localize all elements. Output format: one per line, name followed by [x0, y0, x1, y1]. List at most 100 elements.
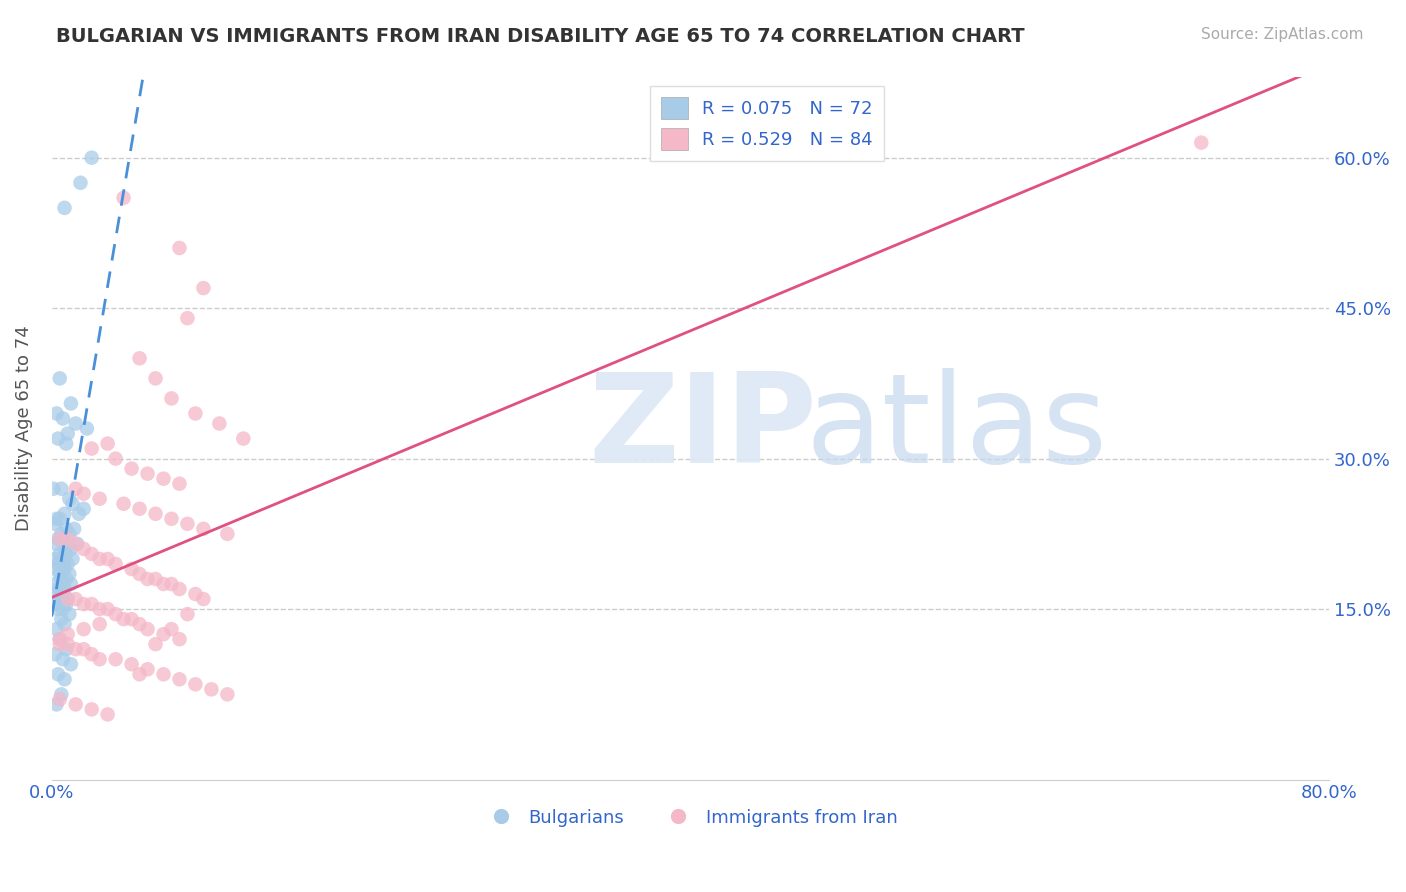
- Point: [48, 637, 70, 651]
- Point: [51, 572, 73, 586]
- Point: [58, 491, 80, 506]
- Point: [58, 526, 80, 541]
- Point: [59, 657, 82, 672]
- Point: [73, 487, 96, 501]
- Point: [44, 647, 66, 661]
- Point: [48, 592, 70, 607]
- Point: [53, 507, 76, 521]
- Point: [97, 602, 120, 616]
- Point: [80, 647, 103, 661]
- Point: [193, 281, 215, 295]
- Point: [80, 702, 103, 716]
- Point: [97, 436, 120, 450]
- Point: [145, 507, 167, 521]
- Point: [51, 526, 73, 541]
- Point: [69, 176, 91, 190]
- Point: [160, 512, 183, 526]
- Point: [65, 482, 87, 496]
- Point: [184, 677, 207, 691]
- Point: [55, 642, 77, 657]
- Point: [176, 311, 198, 326]
- Point: [59, 396, 82, 410]
- Point: [62, 497, 84, 511]
- Legend: Bulgarians, Immigrants from Iran: Bulgarians, Immigrants from Iran: [477, 801, 904, 834]
- Point: [128, 566, 150, 581]
- Point: [48, 632, 70, 647]
- Point: [121, 562, 143, 576]
- Point: [104, 451, 127, 466]
- Point: [52, 411, 75, 425]
- Point: [73, 597, 96, 611]
- Point: [56, 592, 79, 607]
- Point: [97, 707, 120, 722]
- Point: [65, 417, 87, 431]
- Point: [76, 421, 98, 435]
- Point: [45, 537, 67, 551]
- Point: [73, 541, 96, 556]
- Point: [104, 607, 127, 621]
- Point: [46, 602, 69, 616]
- Point: [112, 612, 135, 626]
- Point: [121, 612, 143, 626]
- Point: [45, 407, 67, 421]
- Text: ZIP: ZIP: [588, 368, 817, 489]
- Text: BULGARIAN VS IMMIGRANTS FROM IRAN DISABILITY AGE 65 TO 74 CORRELATION CHART: BULGARIAN VS IMMIGRANTS FROM IRAN DISABI…: [56, 27, 1025, 45]
- Point: [176, 516, 198, 531]
- Point: [42, 482, 65, 496]
- Point: [80, 151, 103, 165]
- Text: Source: ZipAtlas.com: Source: ZipAtlas.com: [1201, 27, 1364, 42]
- Point: [44, 597, 66, 611]
- Point: [65, 698, 87, 712]
- Point: [80, 442, 103, 456]
- Point: [52, 577, 75, 591]
- Point: [53, 582, 76, 596]
- Point: [136, 572, 159, 586]
- Point: [136, 662, 159, 676]
- Point: [217, 526, 239, 541]
- Point: [80, 597, 103, 611]
- Point: [169, 241, 191, 255]
- Point: [112, 497, 135, 511]
- Point: [104, 557, 127, 571]
- Point: [65, 592, 87, 607]
- Point: [52, 602, 75, 616]
- Point: [73, 622, 96, 636]
- Point: [160, 392, 183, 406]
- Point: [193, 522, 215, 536]
- Point: [128, 501, 150, 516]
- Point: [128, 351, 150, 366]
- Point: [44, 552, 66, 566]
- Point: [55, 572, 77, 586]
- Point: [56, 637, 79, 651]
- Point: [73, 501, 96, 516]
- Point: [48, 512, 70, 526]
- Point: [121, 657, 143, 672]
- Point: [89, 552, 111, 566]
- Point: [48, 692, 70, 706]
- Point: [44, 516, 66, 531]
- Point: [152, 667, 174, 681]
- Point: [184, 587, 207, 601]
- Point: [48, 532, 70, 546]
- Point: [128, 617, 150, 632]
- Point: [48, 371, 70, 385]
- Point: [89, 652, 111, 666]
- Point: [46, 532, 69, 546]
- Point: [152, 472, 174, 486]
- Point: [52, 532, 75, 546]
- Point: [45, 622, 67, 636]
- Point: [46, 432, 69, 446]
- Point: [59, 541, 82, 556]
- Point: [59, 577, 82, 591]
- Point: [65, 642, 87, 657]
- Point: [160, 577, 183, 591]
- Point: [80, 547, 103, 561]
- Point: [62, 552, 84, 566]
- Point: [152, 627, 174, 641]
- Point: [51, 587, 73, 601]
- Point: [53, 541, 76, 556]
- Point: [56, 532, 79, 546]
- Point: [169, 582, 191, 596]
- Point: [136, 467, 159, 481]
- Point: [97, 552, 120, 566]
